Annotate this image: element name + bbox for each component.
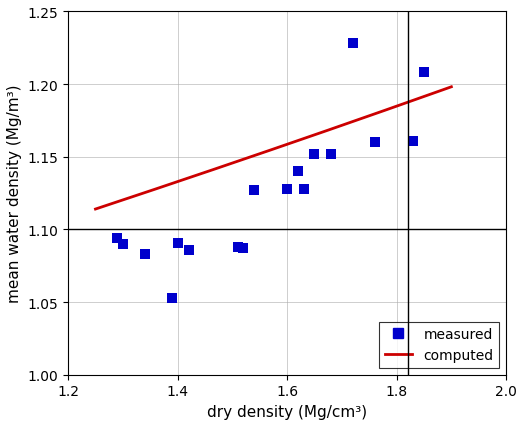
Point — [348, 41, 357, 48]
Y-axis label: mean water density (Mg/m³): mean water density (Mg/m³) — [7, 85, 22, 302]
Point — [327, 151, 335, 158]
Point — [420, 70, 428, 77]
Point — [118, 241, 127, 248]
Point — [140, 251, 149, 258]
Point — [409, 138, 417, 145]
Point — [370, 139, 379, 146]
Point — [113, 235, 122, 242]
Point — [168, 295, 176, 302]
Point — [283, 186, 291, 193]
Point — [184, 247, 193, 253]
Legend: measured, computed: measured, computed — [379, 322, 499, 368]
X-axis label: dry density (Mg/cm³): dry density (Mg/cm³) — [207, 404, 367, 419]
Point — [173, 239, 182, 246]
Point — [310, 151, 319, 158]
Point — [234, 244, 242, 251]
Point — [250, 187, 258, 194]
Point — [294, 169, 302, 176]
Point — [299, 186, 308, 193]
Point — [239, 245, 247, 252]
